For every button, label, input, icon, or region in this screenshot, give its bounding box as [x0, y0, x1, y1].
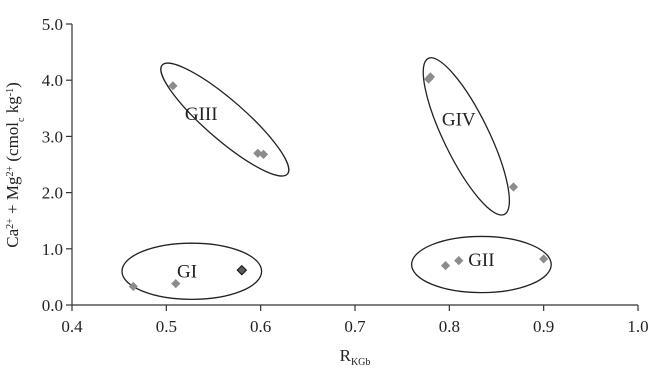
group-ellipse-gii — [410, 235, 552, 294]
group-label-gi: GI — [177, 261, 197, 282]
axes — [71, 24, 638, 306]
group-ellipse-gi — [121, 242, 263, 301]
group-ellipse-giv — [422, 57, 511, 216]
y-ticks: 0.0 1.0 2.0 3.0 4.0 5.0 — [42, 15, 72, 315]
y-tick-label: 5.0 — [42, 15, 63, 34]
group-label-gii: GII — [468, 250, 494, 271]
data-point — [168, 81, 178, 91]
group-ellipse-giii — [160, 62, 290, 177]
y-axis-title: Ca2+ + Mg2+ (cmolc kg-1) — [3, 82, 27, 248]
y-tick-label: 4.0 — [42, 71, 63, 90]
y-tick-label: 1.0 — [42, 240, 63, 259]
data-point — [440, 261, 451, 271]
group-label-giii: GIII — [185, 104, 218, 125]
data-point — [539, 254, 549, 264]
x-tick-label: 0.5 — [156, 317, 177, 336]
x-tick-label: 0.4 — [61, 317, 83, 336]
group-label-giv: GIV — [442, 110, 476, 131]
data-point — [128, 281, 138, 292]
data-point — [171, 279, 181, 289]
x-tick-label: 0.9 — [533, 317, 554, 336]
x-axis-title: RKGb — [340, 346, 371, 368]
data-point — [258, 149, 269, 159]
x-tick-label: 1.0 — [627, 317, 648, 336]
groups-layer: GI GII GIII GIV — [121, 57, 552, 301]
x-axis-title-main: R — [340, 346, 352, 365]
y-tick-label: 0.0 — [42, 296, 63, 315]
x-tick-label: 0.8 — [439, 317, 460, 336]
x-axis-title-sub: KGb — [351, 357, 370, 368]
data-point — [454, 256, 464, 266]
data-point — [508, 182, 519, 192]
data-point — [425, 72, 436, 82]
x-tick-label: 0.6 — [250, 317, 271, 336]
x-ticks: 0.4 0.5 0.6 0.7 0.8 0.9 1.0 — [61, 305, 649, 336]
y-tick-label: 2.0 — [42, 184, 63, 203]
y-tick-label: 3.0 — [42, 127, 63, 146]
data-point — [236, 264, 248, 276]
points-layer — [128, 72, 549, 292]
x-tick-label: 0.7 — [344, 317, 366, 336]
